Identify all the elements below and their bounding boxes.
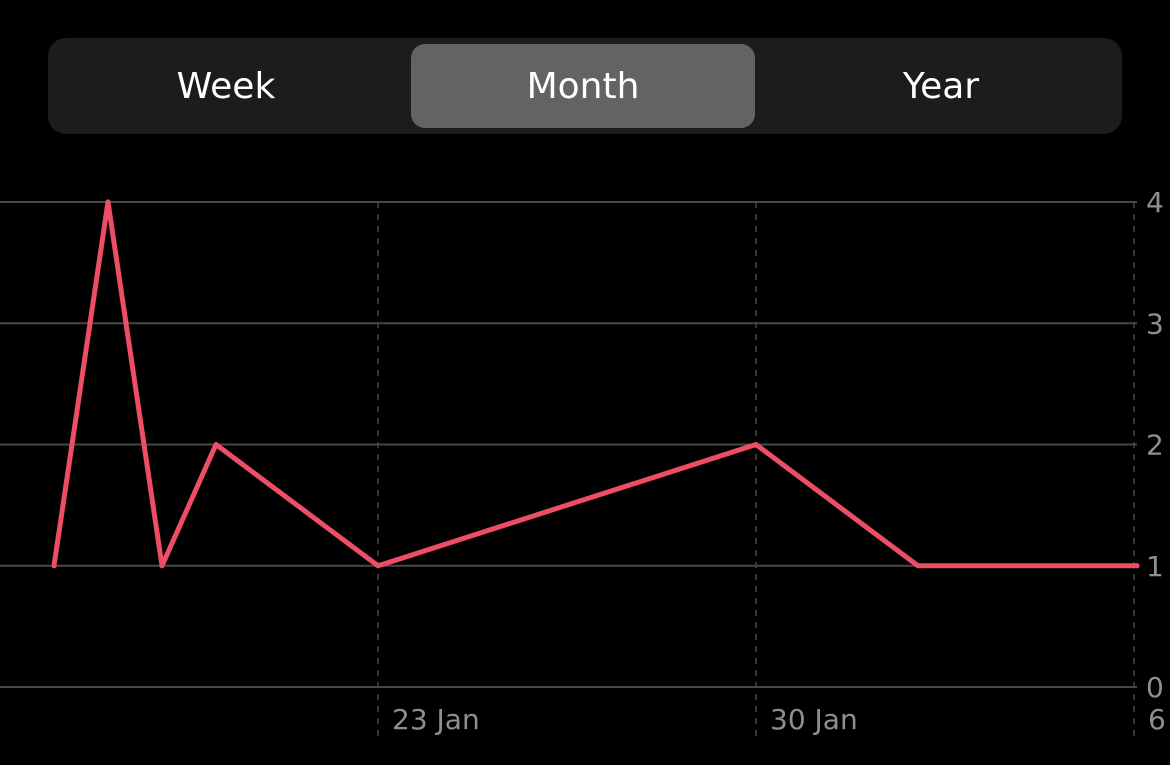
data-point-2 xyxy=(159,563,165,569)
data-point-5 xyxy=(753,442,759,447)
x-tick-label-1: 30 Jan xyxy=(770,703,858,736)
series-line xyxy=(51,199,1140,569)
y-tick-label-3: 3 xyxy=(1146,307,1164,340)
data-point-3 xyxy=(213,442,219,447)
segment-year[interactable]: Year xyxy=(902,65,980,107)
y-tick-label-2: 2 xyxy=(1146,429,1164,462)
data-point-7 xyxy=(1134,563,1140,569)
y-tick-label-4: 4 xyxy=(1146,186,1164,219)
segment-week[interactable]: Week xyxy=(176,65,276,107)
data-point-6 xyxy=(915,563,921,569)
y-tick-label-0: 0 xyxy=(1146,671,1164,704)
time-range-segmented-control: Week Month Year xyxy=(48,38,1122,134)
data-point-4 xyxy=(375,563,381,569)
x-tick-label-0: 23 Jan xyxy=(392,703,480,736)
data-point-0 xyxy=(51,563,57,569)
segment-month[interactable]: Month xyxy=(411,44,755,128)
data-point-1 xyxy=(105,199,111,205)
y-tick-label-1: 1 xyxy=(1146,550,1164,583)
x-tick-label-2: 6 Feb xyxy=(1148,703,1170,736)
